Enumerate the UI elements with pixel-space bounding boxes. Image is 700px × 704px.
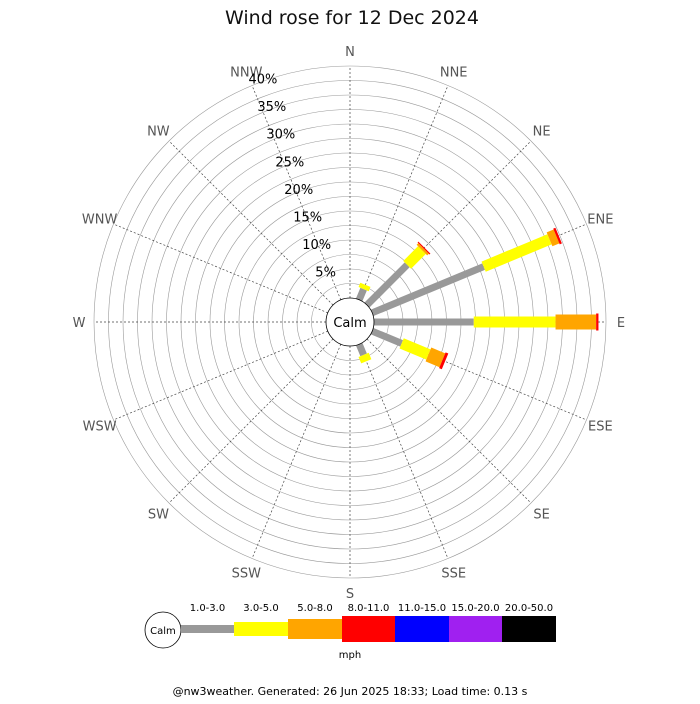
spoke-ssw	[251, 344, 342, 559]
legend-swatch-2	[288, 619, 342, 639]
spoke-sw	[168, 338, 334, 504]
spoke-ne	[366, 140, 532, 306]
footer-text: @nw3weather. Generated: 26 Jun 2025 18:3…	[173, 685, 528, 698]
legend-label-0: 1.0-3.0	[190, 603, 225, 614]
bar-ene-bin-3	[553, 227, 562, 245]
unit-label: mph	[339, 650, 361, 661]
calm-circle: Calm	[325, 297, 375, 347]
legend-swatch-0	[181, 625, 234, 633]
legend-label-4: 11.0-15.0	[398, 603, 446, 614]
grid-ring	[93, 65, 607, 579]
direction-label-sse: SSE	[441, 566, 466, 581]
spoke-nnw	[251, 85, 342, 300]
legend-calm-label: Calm	[150, 626, 176, 637]
legend-swatch-1	[234, 622, 288, 636]
bar-nne-bin-1	[358, 282, 371, 292]
direction-label-se: SE	[533, 508, 549, 523]
direction-label-e: E	[617, 316, 625, 331]
bar-ne-bin-3	[417, 241, 431, 255]
legend-label-2: 5.0-8.0	[297, 603, 332, 614]
chart-title: Wind rose for 12 Dec 2024	[225, 7, 479, 29]
legend-label-5: 15.0-20.0	[451, 603, 499, 614]
bar-ene-bin-0	[370, 263, 485, 317]
legend-swatch-3	[342, 616, 395, 642]
percent-tick-label: 5%	[315, 266, 336, 281]
direction-label-ese: ESE	[588, 420, 613, 435]
legend-swatch-5	[449, 616, 502, 642]
direction-label-wnw: WNW	[82, 212, 118, 227]
bar-ene-bin-1	[481, 234, 552, 272]
direction-label-nne: NNE	[440, 66, 468, 81]
spoke-se	[366, 338, 532, 504]
bar-ese-bin-0	[370, 327, 403, 347]
bar-ne-bin-1	[403, 246, 426, 269]
percent-tick-label: 20%	[284, 183, 313, 198]
direction-label-wsw: WSW	[83, 420, 117, 435]
direction-label-nnw: NNW	[230, 66, 262, 81]
spoke-ese	[372, 330, 587, 421]
legend: Calm 1.0-3.0 3.0-5.0 5.0-8.0 8.0-11.0 11.0-1…	[144, 603, 556, 649]
bar-ne-bin-0	[364, 262, 410, 308]
calm-label: Calm	[333, 316, 366, 331]
percent-tick-label: 10%	[302, 238, 331, 253]
percent-tick-label: 15%	[293, 210, 322, 225]
bar-ene-bin-2	[546, 229, 560, 247]
direction-labels: N NNE NE ENE E ESE SE SSE S SSW SW WSW W WNW NW NNW	[73, 45, 626, 602]
legend-swatch-4	[395, 616, 449, 642]
bar-ese-bin-1	[399, 338, 431, 360]
percent-tick-label: 25%	[275, 155, 304, 170]
legend-label-3: 8.0-11.0	[348, 603, 390, 614]
direction-label-ssw: SSW	[232, 566, 262, 581]
spoke-wsw	[113, 330, 328, 421]
spoke-wnw	[113, 223, 328, 314]
percent-tick-label: 40%	[248, 73, 277, 88]
direction-label-ene: ENE	[587, 212, 613, 227]
legend-label-1: 3.0-5.0	[243, 603, 278, 614]
percent-tick-label: 30%	[266, 128, 295, 143]
bar-sse-bin-1	[358, 352, 372, 364]
bar-ese-bin-3	[439, 352, 449, 370]
legend-swatch-6	[502, 616, 556, 642]
bar-ne-bin-2	[416, 243, 429, 256]
direction-label-w: W	[73, 316, 86, 331]
direction-label-nw: NW	[147, 124, 170, 139]
spoke-nw	[168, 140, 334, 306]
bar-sse-bin-0	[355, 342, 367, 357]
direction-label-ne: NE	[533, 124, 551, 139]
direction-label-sw: SW	[148, 508, 169, 523]
percent-tick-labels: 5% 10% 15% 20% 25% 30% 35% 40%	[248, 73, 335, 281]
percent-tick-label: 35%	[257, 100, 286, 115]
bar-ese-bin-2	[425, 347, 446, 368]
spoke-sse	[358, 344, 449, 559]
spoke-nne	[358, 85, 449, 300]
legend-label-6: 20.0-50.0	[505, 603, 553, 614]
wind-bars	[355, 227, 599, 370]
direction-label-n: N	[345, 45, 355, 60]
bar-nne-bin-0	[355, 287, 367, 302]
direction-label-s: S	[346, 587, 354, 602]
